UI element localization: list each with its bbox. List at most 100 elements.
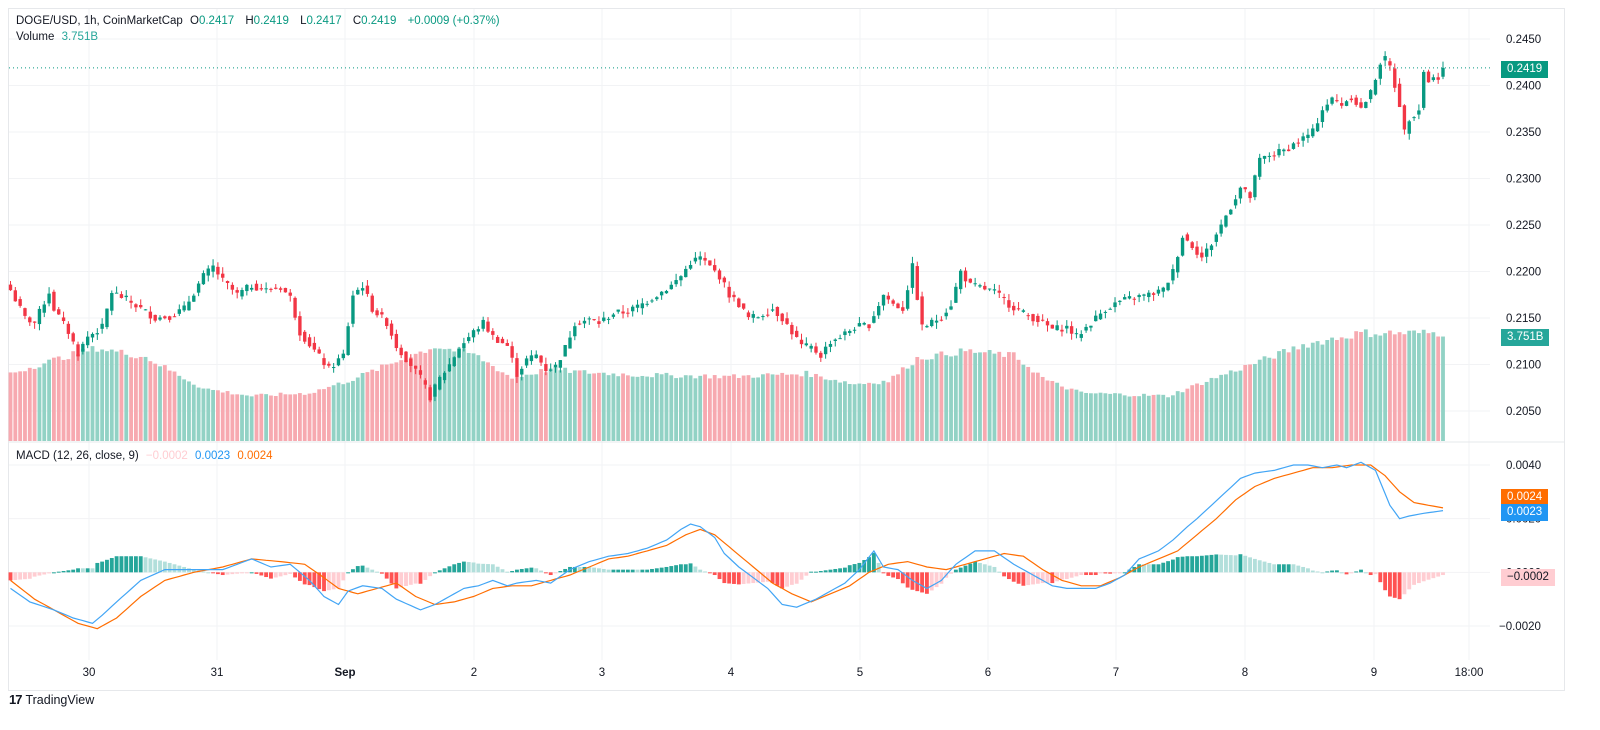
candle-body <box>983 285 987 290</box>
volume-bar <box>539 369 543 441</box>
volume-bar <box>828 380 833 441</box>
volume-bar <box>1180 392 1185 441</box>
volume-bar <box>1084 392 1088 441</box>
candle-body <box>32 321 37 323</box>
histogram-bar <box>95 562 100 573</box>
last-price-tag: 0.2419 <box>1501 61 1549 78</box>
histogram-bar <box>162 561 167 573</box>
volume-bar <box>654 373 659 441</box>
histogram-bar <box>886 572 891 576</box>
histogram-bar <box>924 572 929 594</box>
candle-body <box>510 346 514 358</box>
volume-bar <box>322 389 326 441</box>
candle-body <box>1368 90 1373 100</box>
volume-bar <box>1330 337 1334 441</box>
histogram-bar <box>322 572 326 592</box>
histogram-bar <box>404 572 408 587</box>
volume-bar <box>1132 396 1137 441</box>
histogram-bar <box>1180 556 1185 573</box>
candle-body <box>1233 199 1238 206</box>
histogram-bar <box>949 572 953 574</box>
histogram-bar <box>1320 572 1325 574</box>
candle-body <box>717 270 722 280</box>
ohlc-open: O0.2417 <box>190 15 238 27</box>
candle-body <box>645 303 649 305</box>
volume-bar <box>640 375 645 441</box>
candle-body <box>549 369 553 371</box>
candle-body <box>1243 187 1247 190</box>
volume-bar <box>1291 346 1296 441</box>
volume-bar <box>929 359 934 441</box>
histogram-bar <box>1050 572 1055 584</box>
volume-bar <box>968 349 973 441</box>
candlesticks <box>8 51 1445 403</box>
volume-bar <box>630 376 635 441</box>
histogram-bar <box>1190 556 1195 573</box>
histogram-bar <box>1233 555 1238 573</box>
candle-body <box>1074 333 1079 335</box>
candle-body <box>1272 155 1276 157</box>
volume-bar <box>220 392 225 441</box>
volume-bar <box>515 376 519 441</box>
histogram-bar <box>1122 572 1127 574</box>
candle-body <box>389 323 394 336</box>
candle-body <box>399 347 403 356</box>
volume-bar <box>958 348 963 441</box>
histogram-bar <box>153 559 158 573</box>
candle-body <box>1422 71 1426 108</box>
histogram-bar <box>712 572 717 576</box>
volume-bar <box>124 354 129 441</box>
volume-bar <box>794 374 799 441</box>
volume-bar <box>1050 380 1055 441</box>
candle-body <box>1301 136 1305 141</box>
low-label: L <box>300 15 307 27</box>
volume-bar <box>1006 352 1011 441</box>
candle-body <box>476 329 481 332</box>
candle-body <box>47 293 51 304</box>
time-tick-label: 2 <box>471 667 477 679</box>
histogram-bar <box>1006 572 1011 580</box>
candle-body <box>1393 68 1397 88</box>
candle-body <box>910 263 915 288</box>
histogram-bar <box>384 572 389 579</box>
histogram-bar <box>640 569 645 573</box>
histogram-bar <box>770 572 775 584</box>
histogram-bar <box>987 565 992 573</box>
volume-bar <box>235 394 240 441</box>
volume-bar <box>944 355 949 441</box>
histogram-bar <box>539 570 543 573</box>
volume-bar <box>1349 338 1354 441</box>
gridlines <box>9 9 1490 660</box>
candle-body <box>558 360 563 368</box>
histogram-bar <box>317 572 322 590</box>
histogram-bar <box>442 568 447 573</box>
histogram-bar <box>129 556 134 573</box>
candle-body <box>23 308 27 316</box>
candle-body <box>857 323 862 327</box>
candle-body <box>1137 295 1141 298</box>
histogram-bar <box>1344 572 1349 575</box>
histogram-bar <box>818 570 823 573</box>
volume-bar <box>871 383 876 441</box>
candle-body <box>491 331 495 335</box>
volume-bar <box>717 378 722 441</box>
volume-bar <box>27 367 32 441</box>
candle-body <box>134 304 138 308</box>
candle-body <box>997 290 1001 293</box>
candle-body <box>1214 234 1218 242</box>
histogram-bar <box>625 569 630 573</box>
histogram-bar <box>1262 561 1267 573</box>
candle-body <box>201 273 206 285</box>
volume-bar <box>505 374 510 441</box>
candle-body <box>365 285 370 294</box>
histogram-bar <box>732 572 736 584</box>
candle-body <box>105 308 109 328</box>
volume-bar <box>447 348 452 441</box>
histogram-bar <box>1137 564 1142 573</box>
histogram-bar <box>225 572 230 575</box>
tradingview-logo[interactable]: 17 TradingView <box>9 692 94 707</box>
volume-bar <box>1045 380 1050 441</box>
histogram-bar <box>756 572 761 583</box>
histogram-bar <box>1334 570 1339 573</box>
